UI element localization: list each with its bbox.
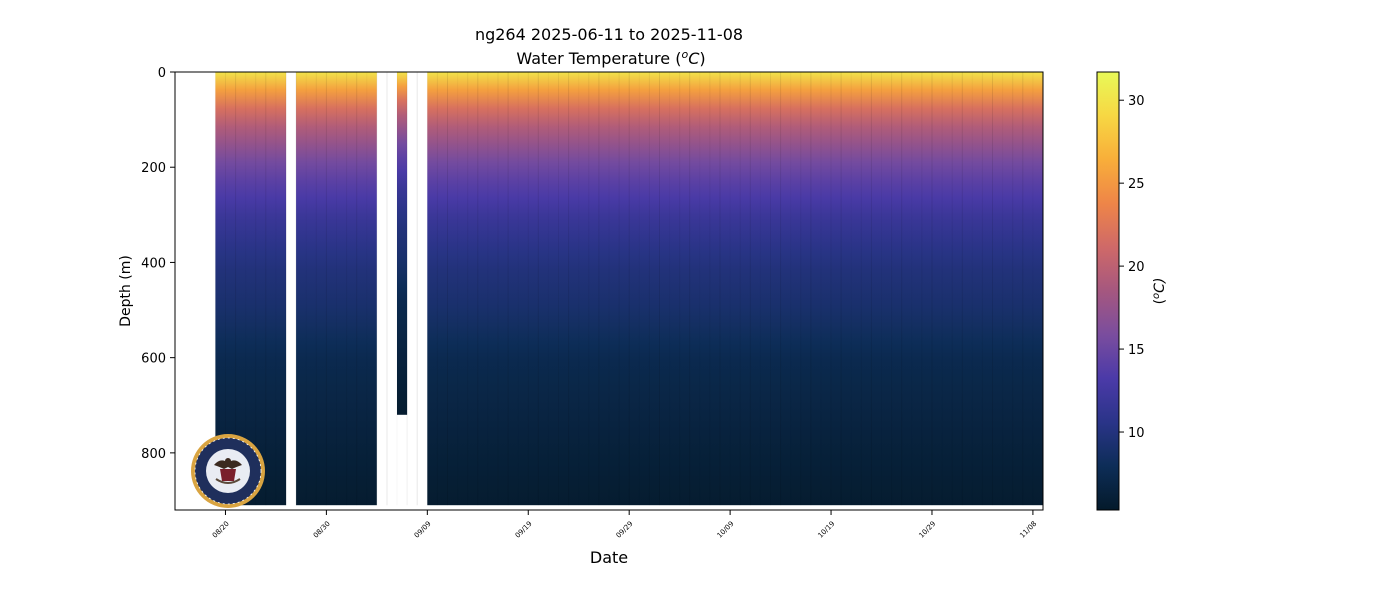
x-tick-label: 09/09	[413, 520, 433, 540]
x-tick-label: 08/20	[211, 520, 231, 540]
eagle-wings-icon	[214, 460, 242, 469]
x-tick-label: 11/08	[1018, 520, 1038, 540]
chart-subtitle-unit: C	[688, 49, 700, 68]
colorbar-tick-label: 30	[1128, 94, 1145, 109]
x-tick-label: 10/29	[917, 520, 937, 540]
plot-area	[215, 72, 1043, 506]
colorbar-tick-label: 10	[1128, 426, 1145, 441]
seal-ship-icon	[215, 478, 241, 484]
x-tick-label: 08/30	[312, 520, 332, 540]
chart-subtitle-superscript: o	[681, 48, 688, 61]
chart-subtitle: Water Temperature (oC)	[516, 48, 705, 68]
y-tick-label: 200	[141, 161, 166, 176]
y-tick-label: 400	[141, 256, 166, 271]
x-tick-label: 09/29	[615, 520, 635, 540]
us-navy-seal-logo	[191, 434, 265, 508]
y-tick-label: 600	[141, 352, 166, 367]
eagle-head-icon	[225, 458, 231, 464]
heatmap-segment	[427, 72, 1043, 506]
heatmap-segment	[215, 72, 287, 506]
colorbar-tick-label: 20	[1128, 260, 1145, 275]
seal-shield-icon	[220, 469, 236, 481]
seal-lettering-ring	[194, 437, 262, 505]
colorbar-label-superscript: o	[1151, 293, 1162, 299]
colorbar	[1096, 71, 1120, 511]
x-tick-label: 10/09	[716, 520, 736, 540]
x-axis-label: Date	[590, 548, 628, 567]
y-tick-label: 800	[141, 447, 166, 462]
chart-subtitle-close: )	[699, 49, 705, 68]
x-axis: 08/20 08/30 09/09 09/19 09/29 10/09 10/19 10/29…	[211, 510, 1038, 540]
colorbar-label-open: (	[1152, 299, 1168, 304]
y-axis-label: Depth (m)	[118, 255, 134, 327]
y-tick-label: 0	[158, 66, 166, 81]
colorbar-tick-label: 15	[1128, 343, 1145, 358]
heatmap-segment	[397, 72, 408, 415]
x-tick-label: 09/19	[514, 520, 534, 540]
colorbar-label-unit: C)	[1152, 278, 1168, 293]
chart-title: ng264 2025-06-11 to 2025-11-08	[475, 25, 743, 44]
colorbar-label: (oC)	[1151, 278, 1168, 305]
heatmap-segment	[296, 72, 377, 506]
temperature-heatmap	[215, 72, 1043, 506]
y-axis: 0 200 400 600 800	[141, 66, 175, 462]
chart-subtitle-text: Water Temperature (	[516, 49, 681, 68]
plot-frame	[174, 71, 1044, 511]
colorbar-ticks: 10 15 20 25 30	[1119, 94, 1145, 441]
colorbar-tick-label: 25	[1128, 177, 1145, 192]
x-tick-label: 10/19	[817, 520, 837, 540]
